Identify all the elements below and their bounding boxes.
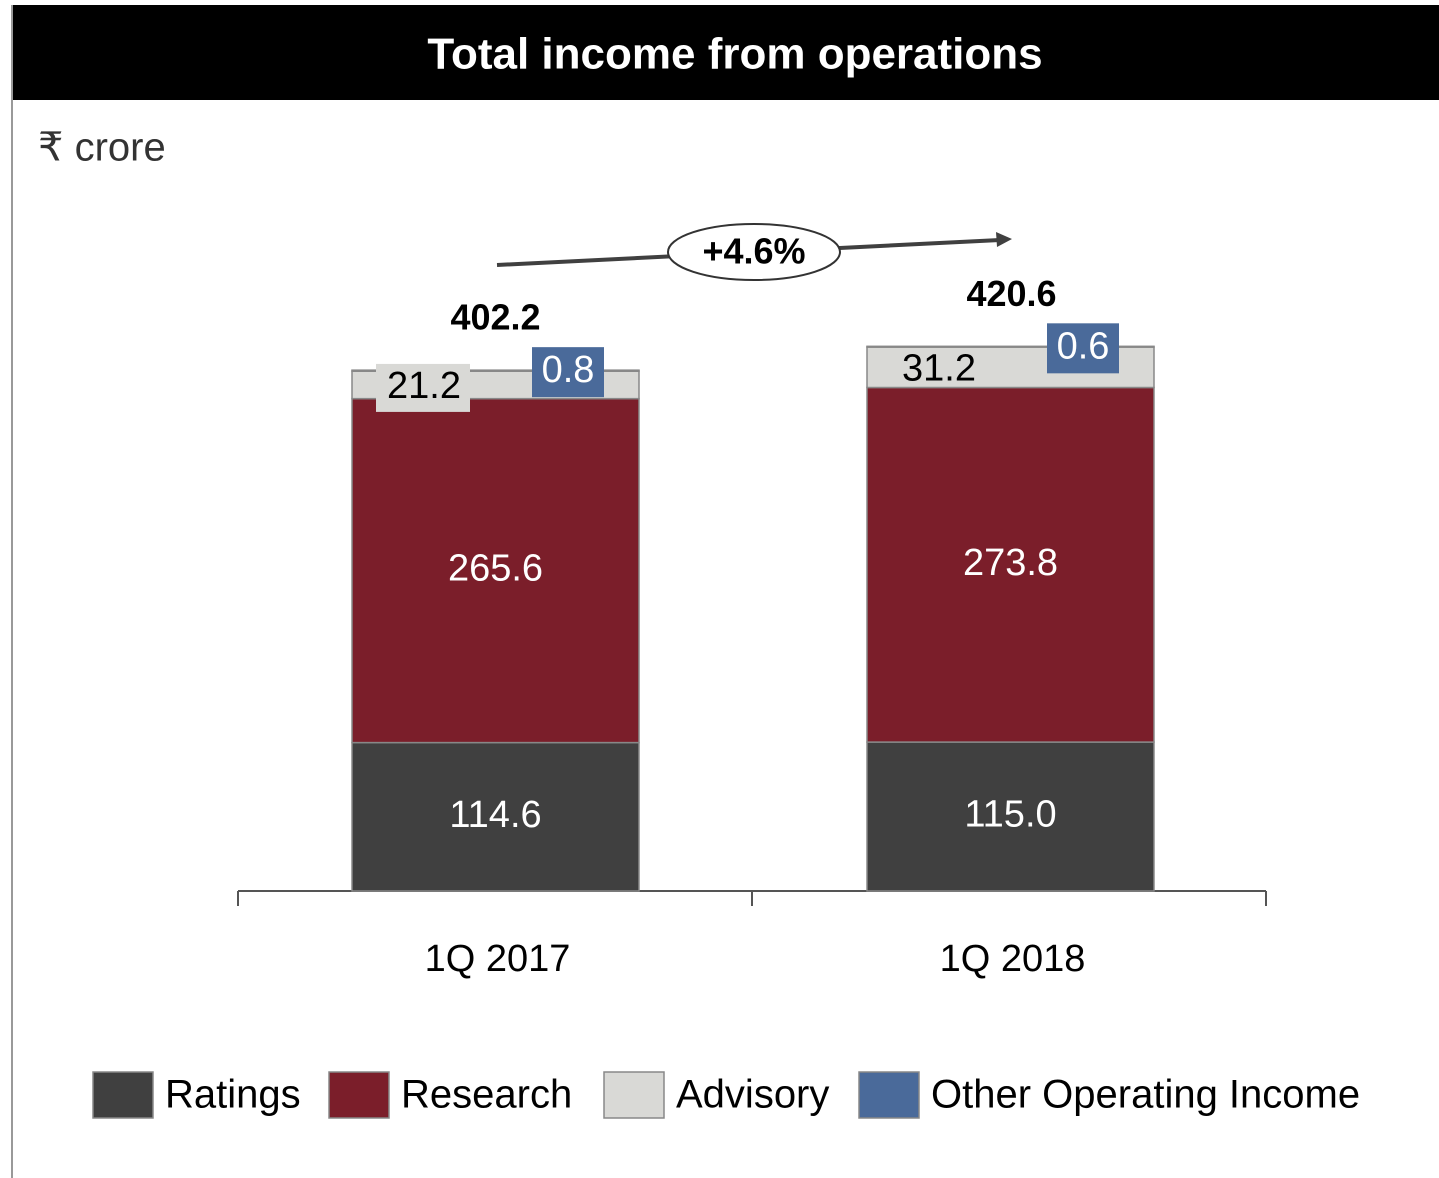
bar-segment — [866, 741, 1155, 892]
growth-bubble — [667, 223, 841, 281]
x-tick-label: 1Q 2018 — [940, 938, 1086, 980]
legend-swatch — [858, 1071, 920, 1119]
arrow-head — [996, 232, 1012, 247]
segment-label: 115.0 — [964, 794, 1056, 836]
label-box — [376, 363, 470, 412]
bar-segment — [866, 386, 1155, 743]
legend-swatch — [328, 1071, 390, 1119]
legend-swatch — [92, 1071, 154, 1119]
total-label: 420.6 — [966, 273, 1056, 314]
chart-title: Total income from operations — [427, 30, 1042, 79]
legend-label: Ratings — [165, 1073, 301, 1117]
x-tick-label: 1Q 2017 — [425, 938, 571, 980]
bar-segment — [351, 397, 640, 744]
label-box — [532, 347, 604, 398]
bar-segment — [351, 369, 640, 372]
segment-label: 114.6 — [449, 794, 541, 836]
segment-label: 0.6 — [1057, 325, 1110, 367]
segment-label: 265.6 — [448, 548, 543, 590]
growth-label: +4.6% — [702, 231, 805, 272]
legend-swatch — [603, 1071, 665, 1119]
bar-segment — [351, 741, 640, 892]
unit-label: ₹ crore — [38, 126, 166, 170]
label-box — [1047, 323, 1119, 374]
segment-label: 0.8 — [542, 349, 595, 391]
total-label: 402.2 — [450, 297, 540, 338]
segment-label: 31.2 — [902, 347, 976, 389]
segment-label: 273.8 — [963, 542, 1058, 584]
segment-label: 21.2 — [387, 365, 461, 407]
legend-label: Other Operating Income — [931, 1073, 1360, 1117]
legend-label: Research — [401, 1073, 572, 1117]
title-bar — [12, 5, 1439, 100]
bar-segment — [866, 345, 1155, 348]
legend-label: Advisory — [676, 1073, 829, 1117]
